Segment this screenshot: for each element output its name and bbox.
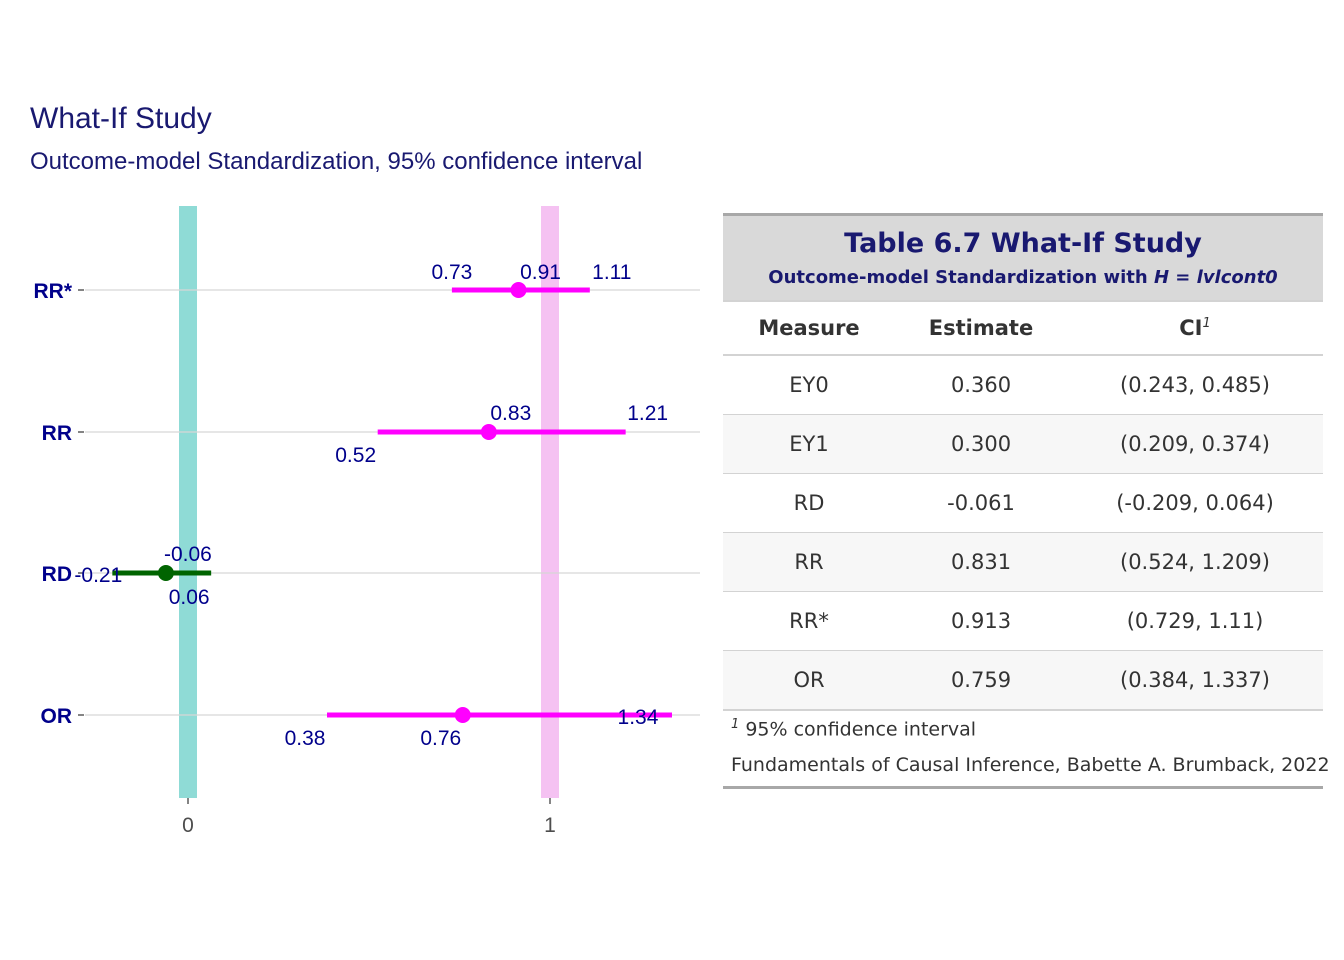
data-label-upper: 1.34 [618,706,659,729]
data-label-lower: 0.52 [335,444,376,467]
table-row: EY0 0.360 (0.243, 0.485) [723,356,1323,415]
y-tick-label: OR [41,705,73,728]
cell-ci: (0.729, 1.11) [1126,609,1264,633]
cell-estimate: 0.913 [950,609,1012,633]
data-label-upper: 0.06 [169,586,210,609]
cell-measure: EY0 [789,373,829,397]
table-header: Table 6.7 What-If Study Outcome-model St… [723,213,1323,302]
estimate-point [510,282,527,298]
chart-title: What-If Study [30,102,212,135]
cell-ci: (0.243, 0.485) [1120,373,1270,397]
cell-estimate: -0.061 [947,491,1015,515]
cell-measure: RR [794,550,824,574]
data-label-lower: -0.21 [74,564,122,587]
table-column-headers: Measure Estimate CI1 [723,302,1323,356]
cell-measure: OR [793,668,825,692]
data-label-estimate: 0.76 [420,727,461,750]
cell-ci: (0.209, 0.374) [1120,432,1270,456]
cell-estimate: 0.300 [950,432,1012,456]
reference-band [541,206,559,798]
data-label-upper: 1.11 [592,261,631,284]
cell-ci: (-0.209, 0.064) [1116,491,1274,515]
y-tick-label: RR [42,422,72,445]
chart-subtitle: Outcome-model Standardization, 95% confi… [30,148,643,175]
estimate-point [157,565,174,581]
ci-footnote-mark: 1 [1202,316,1211,331]
table-row: EY1 0.300 (0.209, 0.374) [723,415,1323,474]
table-title: Table 6.7 What-If Study [844,228,1202,259]
data-label-estimate: -0.06 [164,543,212,566]
cell-measure: EY1 [789,432,829,456]
y-tick-label: RR* [33,280,72,303]
y-tick-label: RD [42,563,72,586]
table-footnote: 1 95% confidence interval [731,717,977,741]
data-label-upper: 1.21 [627,402,668,425]
footnote-mark: 1 [731,717,740,732]
table-source-note: Fundamentals of Causal Inference, Babett… [723,740,1330,790]
reference-band [179,206,197,798]
x-tick-label: 1 [544,814,556,837]
column-header-ci: CI1 [1179,316,1211,340]
column-header-measure: Measure [758,316,860,340]
table-row: RR 0.831 (0.524, 1.209) [723,533,1323,592]
table-row: RD -0.061 (-0.209, 0.064) [723,474,1323,533]
data-label-lower: 0.73 [431,261,472,284]
cell-measure: RR* [789,609,829,633]
cell-ci: (0.524, 1.209) [1120,550,1270,574]
summary-table: Table 6.7 What-If Study Outcome-model St… [723,213,1330,790]
data-label-estimate: 0.83 [490,402,531,425]
cell-ci: (0.384, 1.337) [1120,668,1270,692]
table-subtitle-italic: H = lvlcont0 [1153,267,1278,288]
data-label-lower: 0.38 [285,727,326,750]
forest-plot: RR* RR RD OR 0 1 0.73 0.91 1.11 0.52 0.83 1.21 -0.21… [33,206,700,837]
estimate-point [454,707,471,723]
table-subtitle: Outcome-model Standardization with H = l… [768,267,1278,288]
column-header-estimate: Estimate [928,316,1034,340]
cell-estimate: 0.759 [950,668,1012,692]
x-tick-label: 0 [182,814,194,837]
cell-estimate: 0.831 [950,550,1012,574]
cell-estimate: 0.360 [950,373,1012,397]
cell-measure: RD [793,491,825,515]
table-row: RR* 0.913 (0.729, 1.11) [723,592,1323,651]
table-row: OR 0.759 (0.384, 1.337) [723,651,1323,711]
data-label-estimate: 0.91 [520,261,561,284]
estimate-point [480,424,497,440]
